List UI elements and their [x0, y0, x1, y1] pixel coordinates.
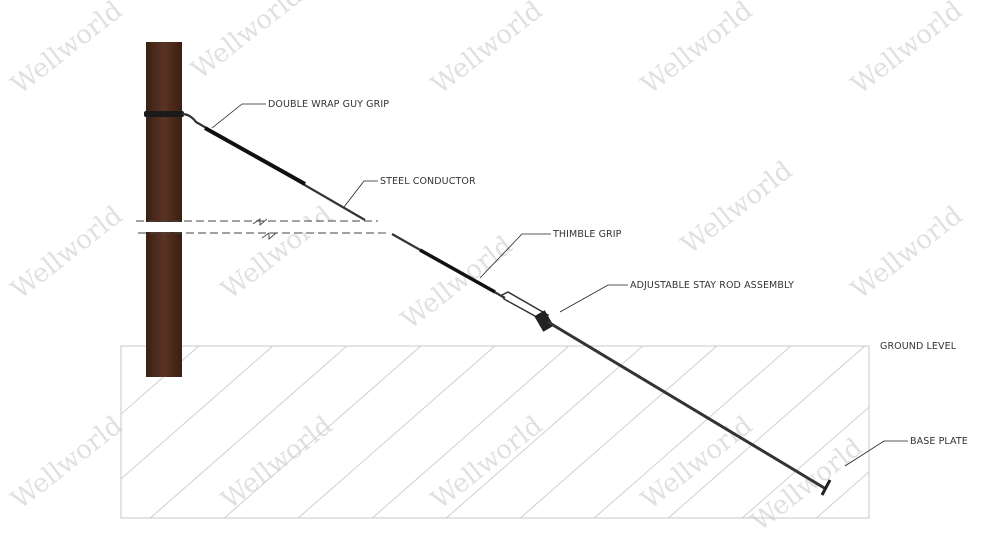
hatch-line [149, 346, 348, 518]
base-plate [820, 479, 832, 496]
watermark-text: Wellworld [846, 201, 968, 306]
double-wrap-guy-grip [144, 111, 366, 221]
hatch-line [741, 406, 869, 518]
hatch-line [962, 345, 1000, 520]
watermark-text: Wellworld [426, 0, 548, 101]
break-lines [136, 218, 390, 240]
thimble-grip [391, 233, 506, 299]
watermark-text: Wellworld [6, 201, 128, 306]
watermark-text: Wellworld [426, 411, 548, 516]
hatch-line [667, 346, 866, 518]
label-steel-conductor: STEEL CONDUCTOR [380, 176, 476, 187]
watermark-text: Wellworld [846, 0, 968, 101]
label-base-plate: BASE PLATE [910, 436, 968, 447]
hatch-line [815, 471, 869, 518]
adjustable-stay-rod-assembly [500, 291, 827, 491]
watermark-text: Wellworld [746, 433, 868, 538]
label-double-wrap-guy-grip: DOUBLE WRAP GUY GRIP [268, 99, 389, 110]
watermark-text: Wellworld [676, 156, 798, 261]
label-stay-rod-assembly: ADJUSTABLE STAY ROD ASSEMBLY [630, 280, 794, 291]
hatch-line [121, 346, 274, 480]
hatch-line [297, 346, 496, 518]
watermark-text: Wellworld [6, 0, 128, 101]
hatch-line [445, 346, 644, 518]
hatch-line [371, 346, 570, 518]
leader-lines [211, 103, 908, 467]
hatch-line [519, 346, 718, 518]
hatch-line [888, 345, 1000, 520]
label-thimble-grip: THIMBLE GRIP [552, 229, 622, 240]
label-ground-level: GROUND LEVEL [880, 341, 957, 352]
watermark-text: Wellworld [636, 0, 758, 101]
watermark-text: Wellworld [216, 411, 338, 516]
hatch-line [593, 346, 792, 518]
hatch-line [223, 346, 422, 518]
watermark-text: Wellworld [216, 201, 338, 306]
watermark-text: Wellworld [186, 0, 308, 86]
wooden-pole [130, 42, 390, 377]
watermark-text: Wellworld [6, 411, 128, 516]
watermark-text: Wellworld [636, 411, 758, 516]
